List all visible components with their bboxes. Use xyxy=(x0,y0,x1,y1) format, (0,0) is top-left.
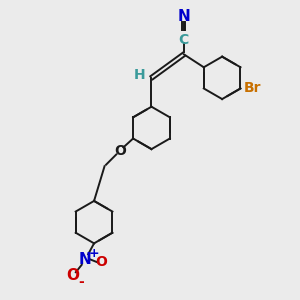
Text: Br: Br xyxy=(244,82,262,95)
Text: -: - xyxy=(78,275,84,289)
Text: O: O xyxy=(114,144,126,158)
Text: C: C xyxy=(179,33,189,47)
Text: O: O xyxy=(66,268,80,283)
Text: H: H xyxy=(133,68,145,82)
Text: O: O xyxy=(95,256,107,269)
Text: +: + xyxy=(88,247,99,260)
Text: N: N xyxy=(79,252,92,267)
Text: N: N xyxy=(178,8,190,23)
